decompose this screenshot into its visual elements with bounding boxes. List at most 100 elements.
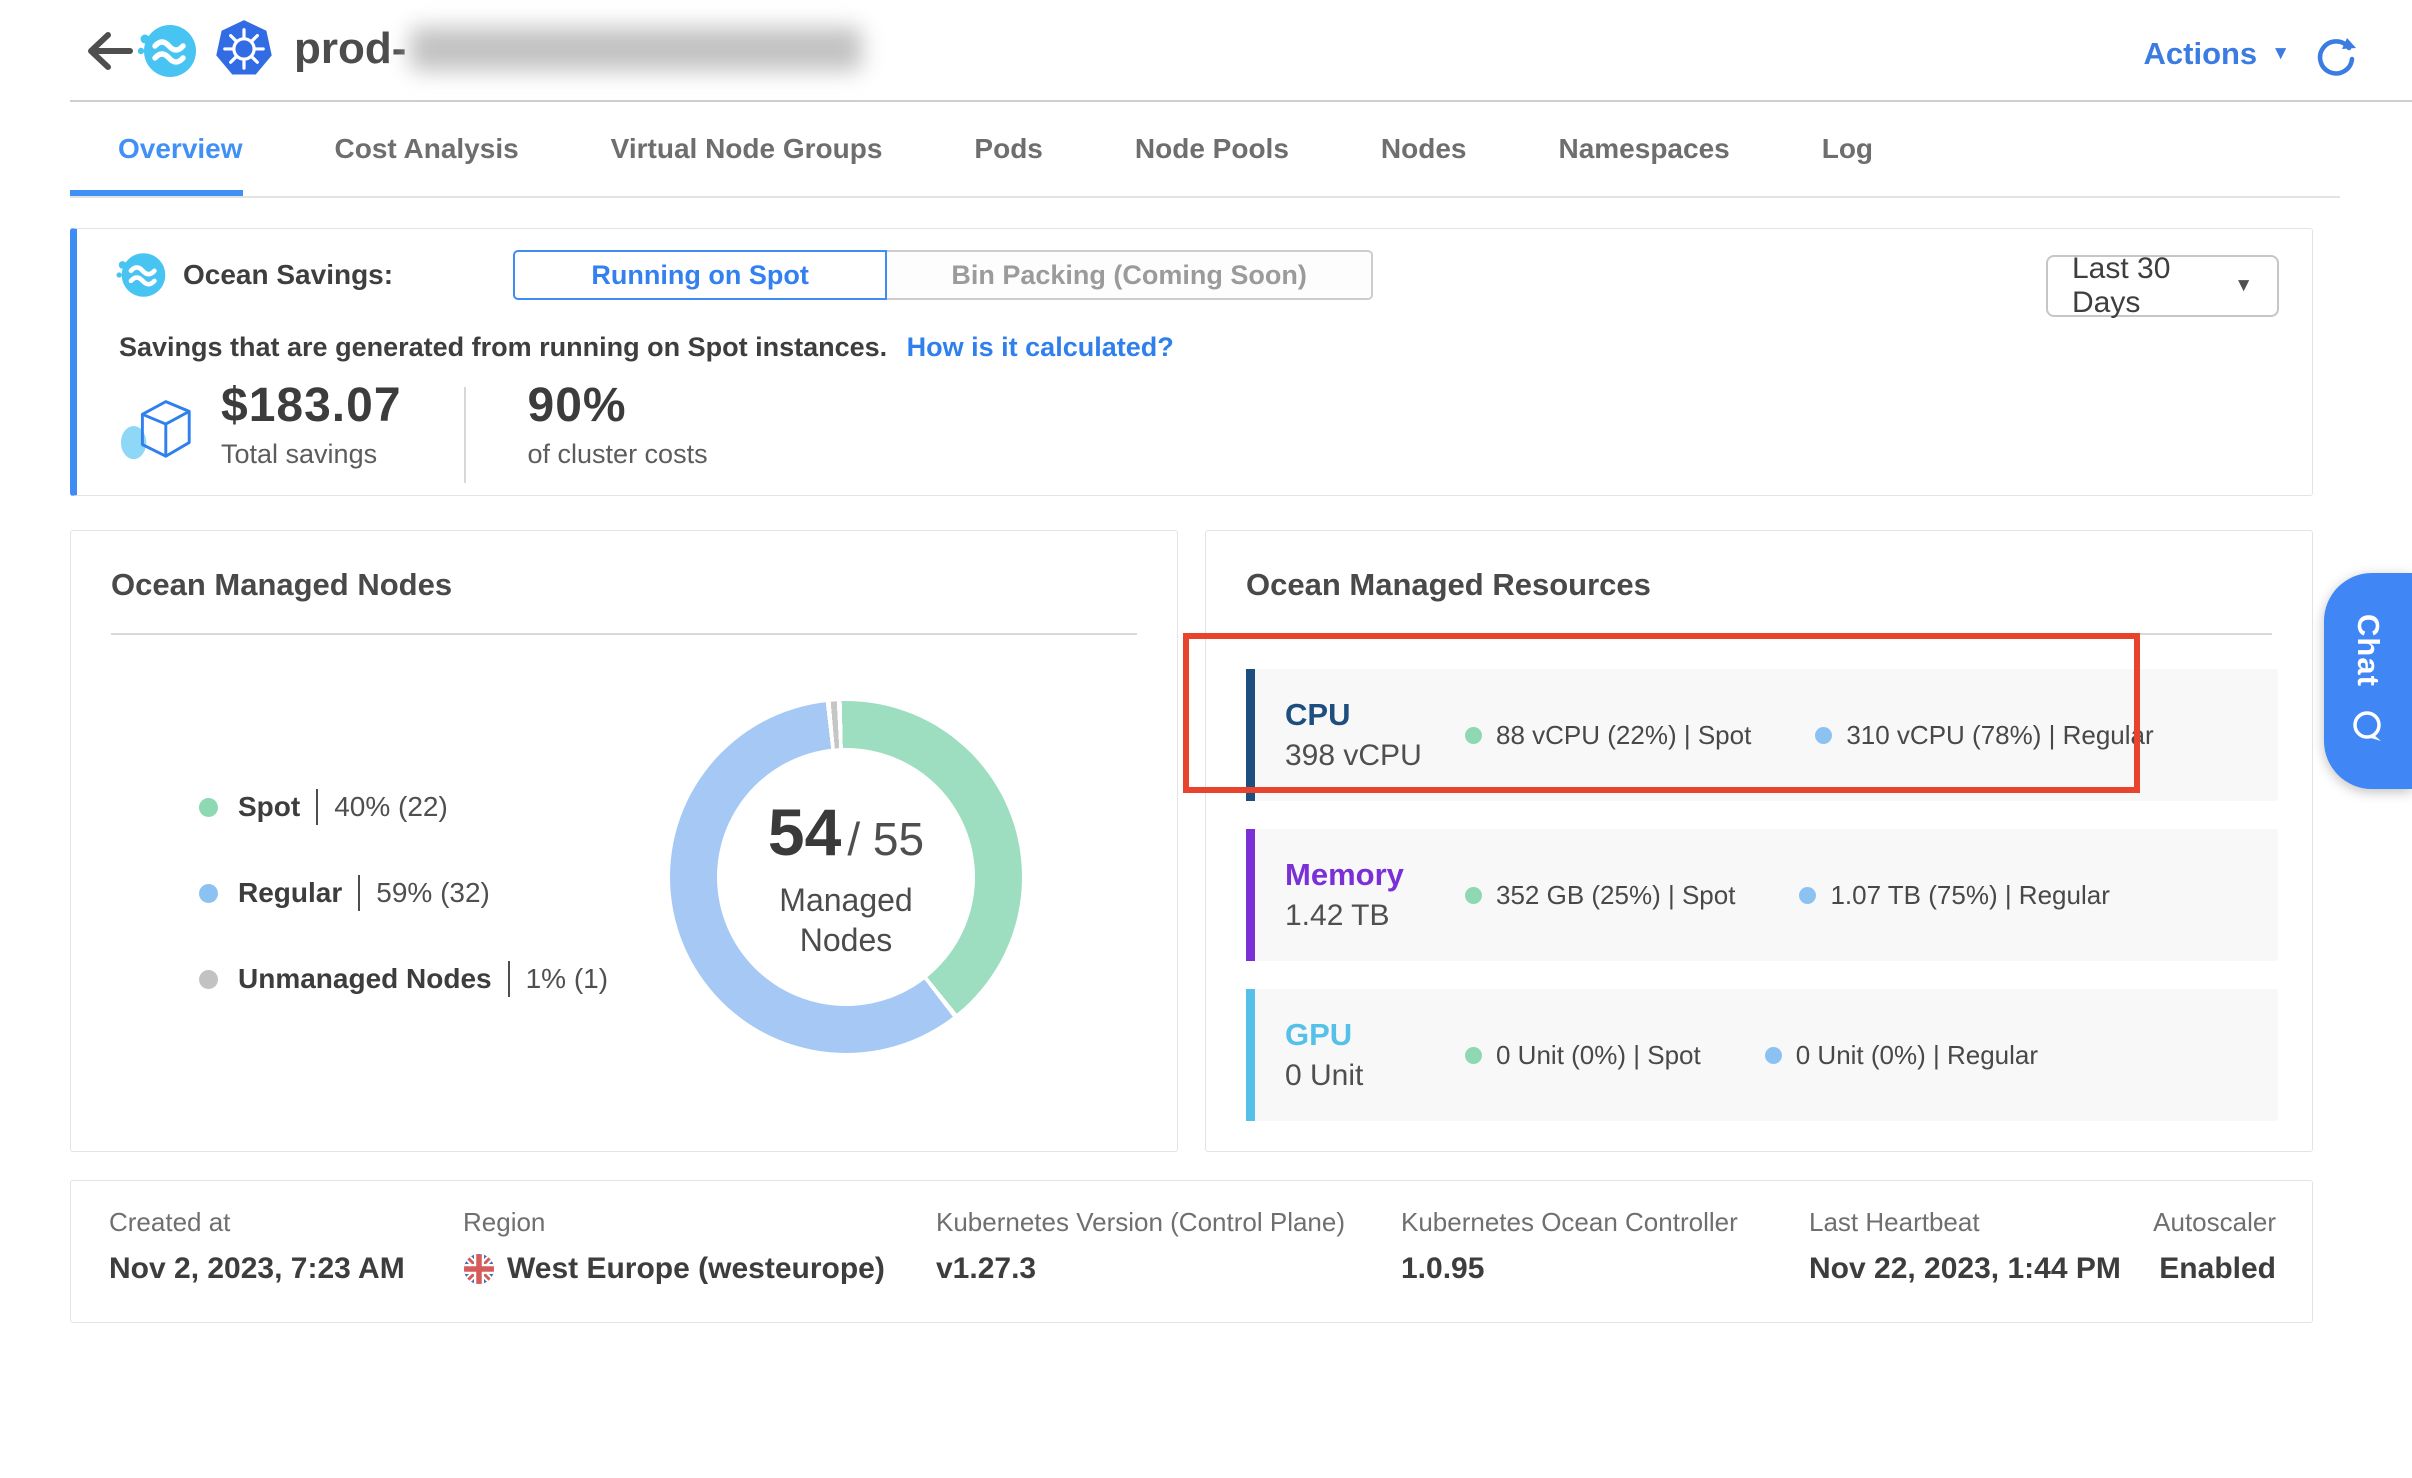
info-value: Enabled: [2159, 1252, 2276, 1285]
info-label: Autoscaler: [2153, 1207, 2276, 1237]
back-arrow-icon[interactable]: [80, 24, 134, 78]
donut-chart: 54 / 55 Managed Nodes: [670, 701, 1022, 1053]
how-calculated-link[interactable]: How is it calculated?: [906, 332, 1174, 362]
legend-label: Spot: [238, 791, 301, 822]
memory-regular-stat: 1.07 TB (75%) | Regular: [1799, 879, 2110, 911]
savings-mode-toggle: Running on Spot Bin Packing (Coming Soon…: [513, 250, 1374, 300]
caret-down-icon: ▼: [2234, 275, 2253, 296]
legend-label: Unmanaged Nodes: [238, 963, 492, 994]
tab-overview[interactable]: Overview: [70, 102, 243, 196]
spot-dot-icon: [199, 797, 218, 817]
legend-item-unmanaged: Unmanaged Nodes 1% (1): [199, 961, 608, 997]
running-on-spot-toggle[interactable]: Running on Spot: [513, 250, 888, 300]
tab-node-pools[interactable]: Node Pools: [1134, 133, 1289, 164]
cpu-spot-stat: 88 vCPU (22%) | Spot: [1465, 720, 1751, 751]
stat-text: 310 vCPU (78%) | Regular: [1846, 719, 2154, 750]
panel-divider: [1246, 633, 2272, 635]
spot-dot-icon: [1465, 1046, 1482, 1064]
chat-label: Chat: [2351, 613, 2386, 687]
tab-log[interactable]: Log: [1821, 133, 1874, 164]
memory-total: 1.42 TB: [1285, 899, 1390, 932]
period-dropdown[interactable]: Last 30 Days ▼: [2046, 252, 2279, 319]
resource-row-gpu: GPU 0 Unit 0 Unit (0%) | Spot 0 Unit (0%…: [1246, 989, 2278, 1121]
chat-button[interactable]: Chat: [2324, 573, 2412, 789]
ocean-managed-resources-panel: Ocean Managed Resources CPU 398 vCPU 88 …: [1205, 530, 2313, 1152]
k8s-version-cell: Kubernetes Version (Control Plane) v1.27…: [936, 1207, 1345, 1286]
legend-label: Regular: [238, 877, 343, 908]
resource-row-memory: Memory 1.42 TB 352 GB (25%) | Spot 1.07 …: [1246, 829, 2278, 961]
region-cell: Region West Europe (westeurope): [463, 1207, 885, 1286]
ocean-savings-label: Ocean Savings:: [183, 259, 394, 290]
cluster-info-bar: Created at Nov 2, 2023, 7:23 AM Region W…: [70, 1180, 2313, 1323]
gpu-total: 0 Unit: [1285, 1059, 1364, 1092]
donut-center: 54 / 55 Managed Nodes: [717, 748, 975, 1006]
unmanaged-dot-icon: [199, 969, 218, 989]
actions-button[interactable]: Actions ▼: [2144, 36, 2291, 72]
panel-divider: [111, 633, 1137, 635]
managed-nodes-title: Ocean Managed Nodes: [111, 567, 453, 602]
savings-percent-label: of cluster costs: [527, 439, 708, 470]
cpu-regular-stat: 310 vCPU (78%) | Regular: [1815, 719, 2154, 751]
nodes-legend: Spot 40% (22) Regular 59% (32) Unmanaged…: [199, 789, 608, 1047]
page-title: prod-: [294, 24, 863, 74]
info-label: Last Heartbeat: [1809, 1207, 1980, 1237]
legend-separator: [358, 875, 361, 911]
stat-text: 0 Unit (0%) | Regular: [1795, 1039, 2039, 1070]
info-label: Kubernetes Version (Control Plane): [936, 1207, 1346, 1237]
savings-percent-value: 90%: [527, 379, 627, 432]
memory-label: Memory: [1285, 857, 1404, 892]
legend-item-spot: Spot 40% (22): [199, 789, 608, 825]
gpu-label: GPU: [1285, 1017, 1353, 1052]
stat-text: 352 GB (25%) | Spot: [1496, 879, 1736, 910]
total-savings-label: Total savings: [221, 439, 378, 470]
ocean-controller-cell: Kubernetes Ocean Controller 1.0.95: [1401, 1207, 1738, 1286]
info-value: Nov 2, 2023, 7:23 AM: [109, 1252, 405, 1285]
kubernetes-logo-icon: [216, 20, 272, 75]
tab-pods[interactable]: Pods: [974, 133, 1043, 164]
info-value: v1.27.3: [936, 1252, 1037, 1285]
legend-separator: [316, 789, 319, 825]
legend-item-regular: Regular 59% (32): [199, 875, 608, 911]
created-at-cell: Created at Nov 2, 2023, 7:23 AM: [109, 1207, 405, 1286]
tab-bar: Overview Cost Analysis Virtual Node Grou…: [70, 102, 2340, 198]
metric-divider: [463, 387, 466, 483]
legend-value: 40% (22): [334, 791, 448, 822]
speech-bubble-icon: [2353, 711, 2381, 742]
tab-nodes[interactable]: Nodes: [1380, 133, 1467, 164]
ocean-waves-icon: [116, 253, 166, 297]
total-count: / 55: [847, 813, 925, 865]
spot-dot-icon: [1465, 726, 1482, 744]
tab-virtual-node-groups[interactable]: Virtual Node Groups: [610, 133, 883, 164]
caret-down-icon: ▼: [2271, 43, 2290, 64]
info-label: Created at: [109, 1207, 231, 1237]
legend-value: 1% (1): [525, 963, 609, 994]
memory-spot-stat: 352 GB (25%) | Spot: [1465, 880, 1735, 911]
donut-center-label: Managed Nodes: [779, 882, 913, 958]
uk-flag-icon: [464, 1254, 494, 1284]
total-savings-value: $183.07: [221, 379, 402, 432]
managed-resources-title: Ocean Managed Resources: [1246, 567, 1651, 602]
stat-text: 1.07 TB (75%) | Regular: [1830, 879, 2110, 910]
info-value: 1.0.95: [1401, 1252, 1485, 1285]
regular-dot-icon: [199, 883, 218, 903]
actions-label: Actions: [2143, 36, 2258, 71]
spot-dot-icon: [1465, 886, 1482, 904]
managed-count: 54: [767, 795, 842, 869]
stat-text: 88 vCPU (22%) | Spot: [1496, 719, 1752, 750]
tab-cost-analysis[interactable]: Cost Analysis: [334, 133, 519, 164]
last-heartbeat-cell: Last Heartbeat Nov 22, 2023, 1:44 PM: [1809, 1207, 2121, 1286]
legend-value: 59% (32): [376, 877, 490, 908]
bin-packing-toggle[interactable]: Bin Packing (Coming Soon): [887, 250, 1374, 300]
savings-cube-icon: [120, 400, 191, 460]
header: prod- Actions ▼: [0, 0, 2412, 102]
regular-dot-icon: [1815, 726, 1833, 744]
legend-separator: [507, 961, 510, 997]
resource-row-cpu: CPU 398 vCPU 88 vCPU (22%) | Spot 310 vC…: [1246, 669, 2278, 801]
refresh-icon[interactable]: [2314, 36, 2358, 80]
tab-namespaces[interactable]: Namespaces: [1558, 133, 1730, 164]
info-label: Region: [463, 1207, 546, 1237]
gpu-regular-stat: 0 Unit (0%) | Regular: [1764, 1039, 2039, 1071]
cpu-total: 398 vCPU: [1285, 739, 1422, 772]
stat-text: 0 Unit (0%) | Spot: [1496, 1039, 1701, 1070]
